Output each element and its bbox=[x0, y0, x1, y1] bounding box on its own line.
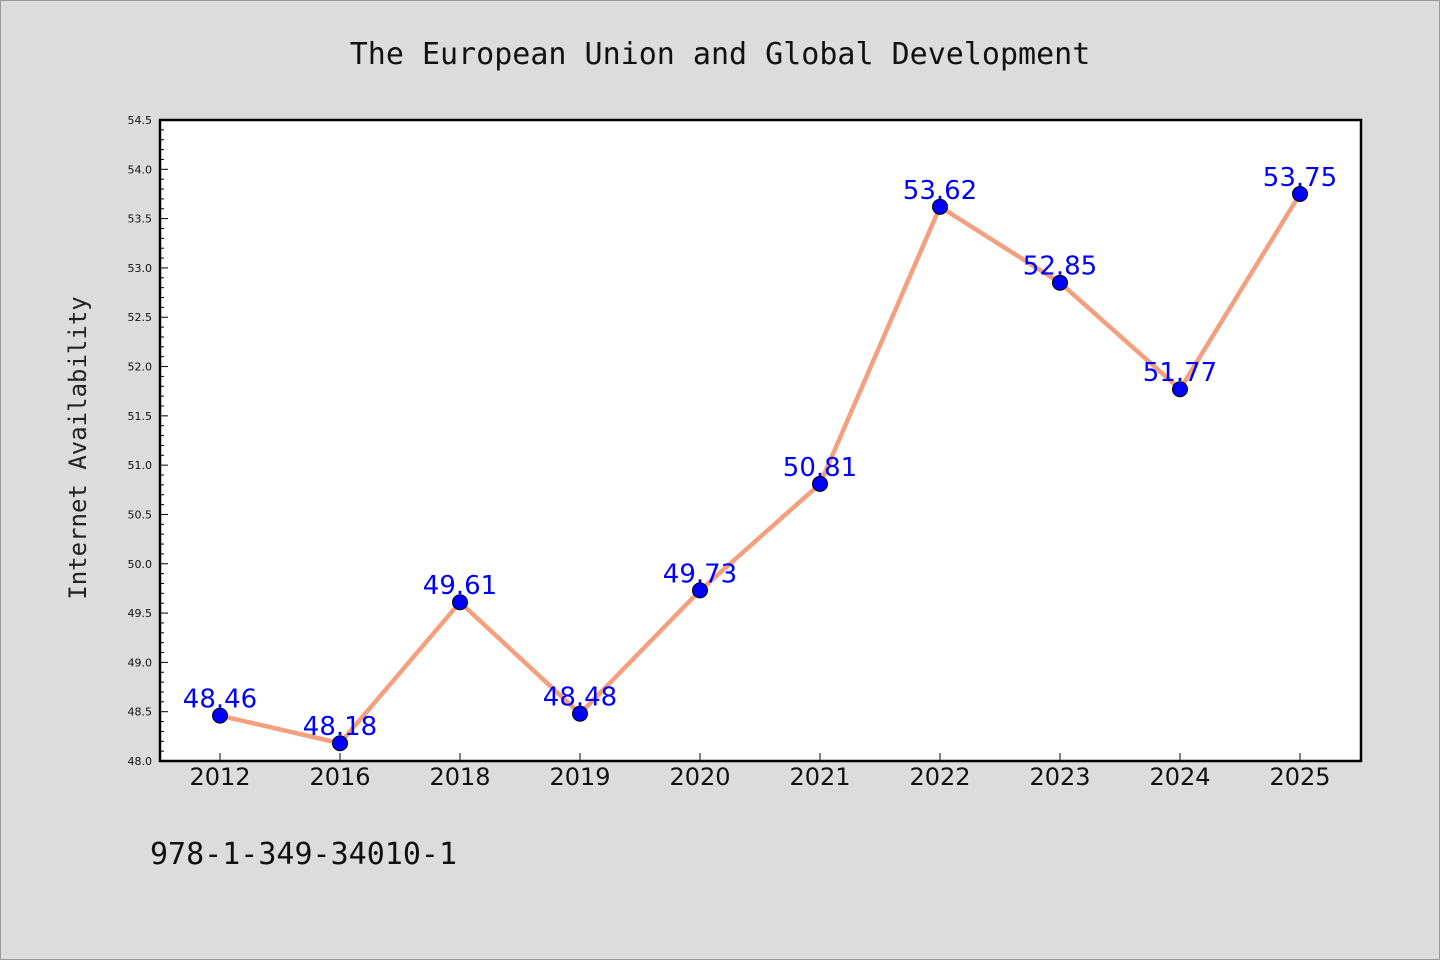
y-tick-label: 51.5 bbox=[128, 410, 153, 423]
data-point bbox=[932, 198, 948, 215]
data-point bbox=[1292, 185, 1308, 202]
y-tick-label: 49.5 bbox=[128, 607, 153, 620]
y-tick-label: 52.5 bbox=[128, 311, 153, 324]
series-line bbox=[219, 192, 1302, 746]
x-tick-label: 2012 bbox=[189, 763, 250, 791]
data-label: 51.77 bbox=[1143, 358, 1217, 388]
y-tick-label: 49.0 bbox=[128, 656, 153, 669]
data-label: 48.46 bbox=[183, 685, 257, 715]
data-label: 49.61 bbox=[423, 571, 497, 601]
y-tick-label: 54.5 bbox=[128, 114, 153, 127]
y-tick-label: 53.5 bbox=[128, 213, 153, 226]
y-tick-label: 48.0 bbox=[128, 755, 153, 768]
data-point bbox=[572, 705, 588, 722]
data-label: 48.48 bbox=[543, 683, 617, 713]
chart-title: The European Union and Global Developmen… bbox=[350, 37, 1091, 72]
x-tick-label: 2016 bbox=[309, 763, 370, 791]
data-labels: 48.46 48.18 49.61 48.48 49.73 50.81 53.62 52.85… bbox=[183, 163, 1337, 742]
footer-identifier: 978-1-349-34010-1 bbox=[150, 837, 457, 872]
y-axis: 48.0 48.5 49.0 49.5 50.0 50.5 51.0 51.5 52.0 52.5… bbox=[128, 114, 168, 768]
data-label: 48.18 bbox=[303, 712, 377, 742]
data-point bbox=[1052, 274, 1068, 291]
y-tick-label: 52.0 bbox=[128, 361, 153, 374]
y-tick-label: 54.0 bbox=[128, 163, 153, 176]
y-tick-label: 50.0 bbox=[128, 558, 153, 571]
data-point bbox=[1172, 381, 1188, 398]
data-markers bbox=[212, 185, 1308, 752]
x-axis: 2012 2016 2018 2019 2020 2021 2022 2023 2024 2025 bbox=[189, 753, 1331, 791]
y-tick-label: 48.5 bbox=[128, 706, 153, 719]
data-point bbox=[212, 707, 228, 724]
y-tick-label: 51.0 bbox=[128, 459, 153, 472]
data-label: 50.81 bbox=[783, 453, 857, 483]
y-tick-label: 50.5 bbox=[128, 508, 153, 521]
x-tick-label: 2024 bbox=[1149, 763, 1210, 791]
x-tick-label: 2023 bbox=[1029, 763, 1090, 791]
data-point bbox=[452, 594, 468, 611]
x-tick-label: 2020 bbox=[669, 763, 730, 791]
data-point bbox=[332, 735, 348, 752]
plot-area bbox=[160, 120, 1361, 761]
x-tick-label: 2025 bbox=[1269, 763, 1330, 791]
data-label: 52.85 bbox=[1023, 252, 1097, 282]
plot-frame bbox=[158, 118, 1363, 763]
y-tick-label: 53.0 bbox=[128, 262, 153, 275]
data-point bbox=[692, 582, 708, 599]
x-tick-label: 2018 bbox=[429, 763, 490, 791]
data-label: 53.75 bbox=[1263, 163, 1337, 193]
y-axis-label: Internet Availability bbox=[64, 296, 92, 599]
x-tick-label: 2022 bbox=[909, 763, 970, 791]
data-point bbox=[812, 475, 828, 492]
series-line-group bbox=[219, 192, 1302, 746]
data-label: 49.73 bbox=[663, 559, 737, 589]
data-label: 53.62 bbox=[903, 176, 977, 206]
x-tick-label: 2019 bbox=[549, 763, 610, 791]
x-tick-label: 2021 bbox=[789, 763, 850, 791]
